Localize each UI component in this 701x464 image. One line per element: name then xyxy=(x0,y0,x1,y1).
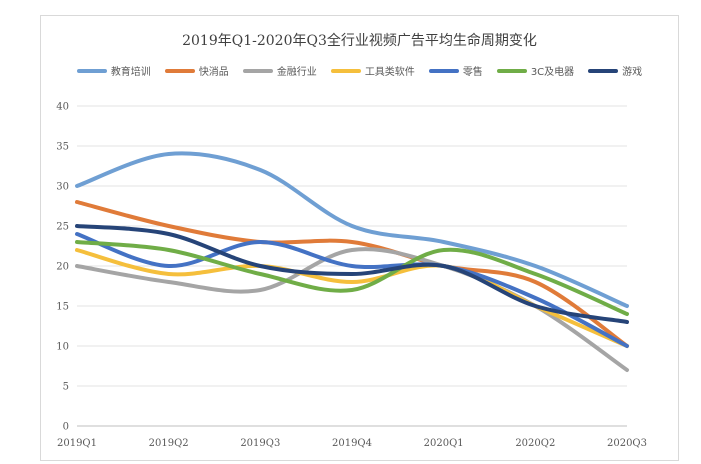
legend-label: 快消品 xyxy=(198,67,229,78)
x-tick-label: 2019Q4 xyxy=(332,438,372,449)
chart-frame: 2019年Q1-2020年Q3全行业视频广告平均生命周期变化 教育培训 快消品 金融… xyxy=(40,15,679,461)
y-tick-label: 15 xyxy=(56,302,69,313)
legend-label: 工具类软件 xyxy=(364,67,415,78)
x-tick-label: 2020Q3 xyxy=(607,438,647,449)
y-tick-label: 10 xyxy=(56,342,69,353)
x-tick-label: 2019Q1 xyxy=(57,438,97,449)
x-axis-ticks: 2019Q1 2019Q2 2019Q3 2019Q4 2020Q1 2020Q2 2020… xyxy=(57,438,647,449)
y-tick-label: 0 xyxy=(63,422,69,433)
legend-item-5: 3C及电器 xyxy=(496,63,575,78)
legend-label: 3C及电器 xyxy=(530,67,575,78)
chart-legend: 教育培训 快消品 金融行业 工具类软件 零售 3C及电器 游戏 xyxy=(41,63,678,78)
chart-title: 2019年Q1-2020年Q3全行业视频广告平均生命周期变化 xyxy=(182,33,537,49)
series-line-4 xyxy=(75,232,629,348)
y-tick-label: 35 xyxy=(56,142,69,153)
series-line-0 xyxy=(75,151,629,308)
legend-swatch xyxy=(330,68,361,73)
legend-item-3: 工具类软件 xyxy=(330,63,415,78)
series-line-5 xyxy=(75,240,629,316)
y-tick-label: 30 xyxy=(56,182,69,193)
legend-item-6: 游戏 xyxy=(588,63,642,78)
legend-item-2: 金融行业 xyxy=(242,63,317,78)
grid-lines xyxy=(77,105,627,427)
y-tick-label: 25 xyxy=(56,222,69,233)
legend-label: 教育培训 xyxy=(110,67,151,78)
series-line-1 xyxy=(75,200,629,348)
x-tick-label: 2019Q3 xyxy=(240,438,280,449)
legend-item-4: 零售 xyxy=(428,63,483,78)
legend-label: 零售 xyxy=(462,67,483,78)
legend-item-1: 快消品 xyxy=(164,63,229,78)
legend-swatch xyxy=(76,68,107,73)
legend-swatch xyxy=(428,68,459,73)
x-tick-label: 2020Q2 xyxy=(515,438,555,449)
y-tick-label: 5 xyxy=(63,382,69,393)
legend-swatch xyxy=(588,68,619,73)
series-line-6 xyxy=(75,224,629,324)
series-group xyxy=(75,151,629,372)
y-tick-label: 20 xyxy=(56,262,69,273)
legend-swatch xyxy=(164,68,195,73)
legend-swatch xyxy=(496,68,527,73)
x-tick-label: 2020Q1 xyxy=(424,438,464,449)
y-tick-label: 40 xyxy=(56,102,69,113)
legend-label: 游戏 xyxy=(622,67,643,78)
legend-label: 金融行业 xyxy=(276,67,317,78)
y-axis-ticks: 0 5 10 15 20 25 30 35 40 xyxy=(56,102,69,433)
legend-item-0: 教育培训 xyxy=(76,63,151,78)
x-tick-label: 2019Q2 xyxy=(149,438,189,449)
legend-swatch xyxy=(242,68,273,73)
